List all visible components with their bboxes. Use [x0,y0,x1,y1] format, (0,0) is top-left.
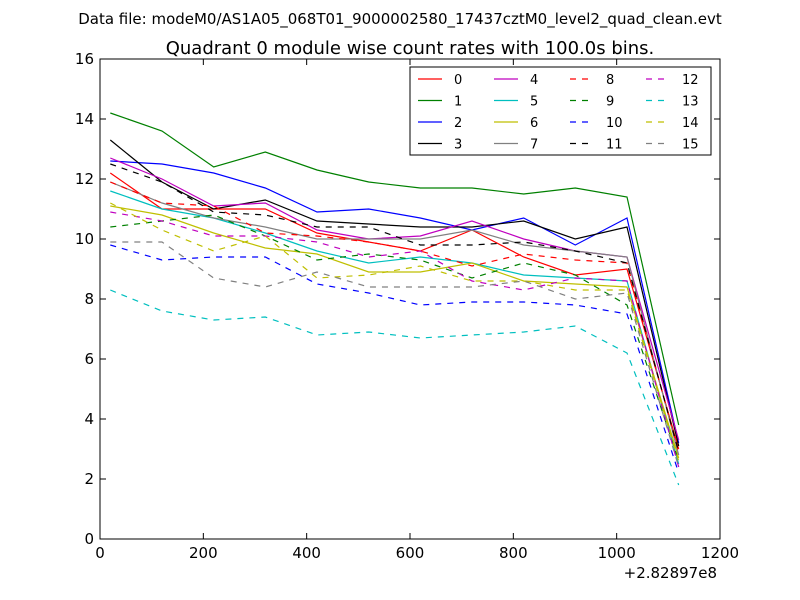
series-line-12 [110,211,680,468]
y-tick-label: 14 [75,110,94,128]
y-tick-label: 16 [75,50,94,68]
legend-label-4: 4 [530,73,538,88]
legend-label-7: 7 [530,138,538,153]
legend-label-9: 9 [606,95,614,110]
y-tick-label: 4 [84,410,94,428]
y-tick-label: 8 [84,290,94,308]
data-file-suptitle: Data file: modeM0/AS1A05_068T01_90000025… [78,10,722,29]
series-layer [109,112,680,486]
y-tick-label: 12 [75,170,94,188]
x-tick-label: 600 [396,544,425,562]
legend-label-10: 10 [606,116,623,131]
series-line-14 [110,202,680,462]
legend-label-8: 8 [606,73,614,88]
y-tick-label: 2 [84,470,94,488]
y-tick-label: 0 [84,530,94,548]
legend-label-13: 13 [682,95,699,110]
legend-label-11: 11 [606,138,623,153]
legend-box [409,66,712,156]
series-line-3 [109,139,680,447]
legend-label-3: 3 [454,138,462,153]
legend-label-0: 0 [454,73,462,88]
series-line-6 [110,205,680,459]
series-line-2 [110,160,680,444]
series-line-1 [110,112,680,426]
series-line-8 [110,181,680,453]
legend-label-15: 15 [682,138,699,153]
chart-title: Quadrant 0 module wise count rates with … [166,38,655,59]
legend-label-1: 1 [454,95,462,110]
x-tick-label: 200 [189,544,218,562]
series-line-5 [110,190,680,465]
x-tick-label: 800 [499,544,528,562]
y-tick-label: 6 [84,350,94,368]
legend-label-14: 14 [682,116,699,131]
legend-label-6: 6 [530,116,538,131]
series-line-4 [110,157,680,441]
x-tick-label: 1200 [701,544,739,562]
x-tick-label: 1000 [598,544,636,562]
y-tick-label: 10 [75,230,94,248]
series-line-15 [110,241,680,468]
x-offset-label: +2.82897e8 [624,564,717,582]
series-line-7 [110,181,680,456]
x-tick-label: 0 [95,544,105,562]
series-line-0 [109,172,680,450]
series-line-10 [110,244,680,474]
legend-label-2: 2 [454,116,462,131]
legend-label-5: 5 [530,95,538,110]
series-line-13 [110,289,680,486]
series-line-9 [110,214,680,462]
x-tick-label: 400 [292,544,321,562]
legend-label-12: 12 [682,73,699,88]
